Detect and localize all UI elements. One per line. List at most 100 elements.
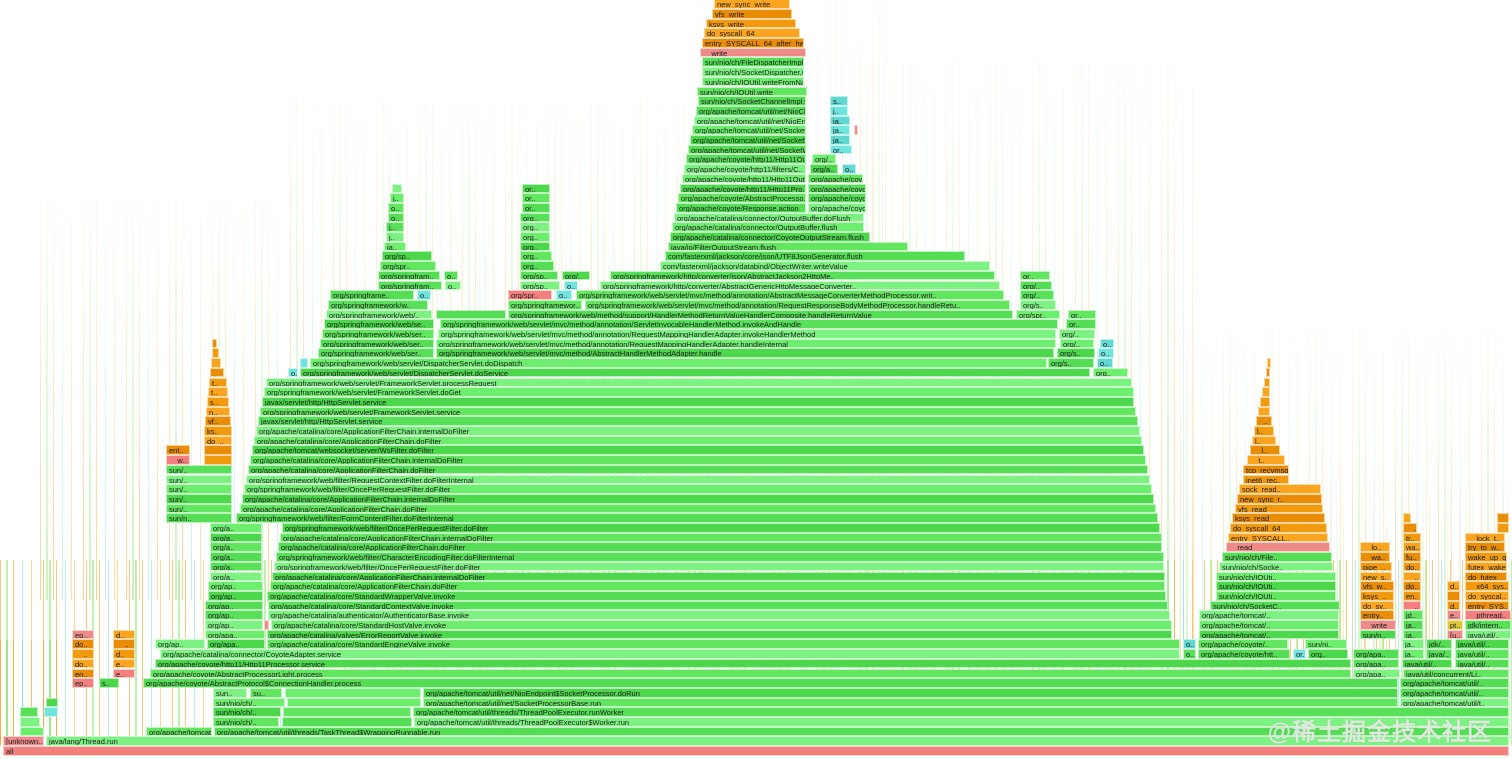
flame-frame[interactable]: org.. — [520, 241, 550, 252]
flame-frame[interactable]: tcp_recvmsg — [1243, 464, 1289, 475]
flame-frame[interactable]: org/.. — [562, 270, 590, 281]
flame-frame[interactable]: sun/nio/ch/IOUtil.writeFromNati.. — [702, 76, 804, 87]
flame-frame[interactable]: ep.. — [72, 678, 94, 688]
flame-frame[interactable]: org/apache/tomcat/util/net/NioEndpoint$S… — [423, 687, 1398, 698]
flame-frame[interactable]: org/apache/tomcat/util/t.. — [1400, 697, 1509, 708]
flame-frame[interactable]: java/util/.. — [1465, 629, 1511, 640]
flame-frame[interactable]: n.. — [206, 406, 230, 417]
flame-frame[interactable]: org/apache/coyote/AbstractProtocol$Conne… — [143, 678, 1398, 688]
flame-frame[interactable]: ja.. — [1403, 629, 1423, 640]
flame-frame[interactable]: sun/.. — [166, 493, 232, 504]
flame-frame[interactable]: java/.. — [1426, 649, 1452, 659]
flame-frame[interactable]: org/apache/catalina/core/StandardWrapper… — [267, 590, 1166, 601]
flame-frame[interactable]: ksys_.. — [1360, 590, 1394, 601]
flame-frame[interactable]: sun/ni.. — [1305, 639, 1347, 650]
flame-frame[interactable] — [392, 183, 402, 194]
flame-frame[interactable]: org/springframework/web/servlet/Dispatch… — [300, 367, 1090, 378]
flame-frame[interactable]: org/apa.. — [207, 639, 265, 650]
flame-frame[interactable]: l.. — [1254, 426, 1274, 436]
flame-frame[interactable]: sun.. — [213, 687, 247, 698]
flame-frame[interactable]: org/apache/tomcat/util/net/NioEnd.. — [694, 115, 806, 126]
flame-frame[interactable]: org/apache/catalina/connector/OutputBuff… — [672, 222, 864, 232]
flame-frame[interactable]: wake_up_q — [1465, 552, 1507, 562]
flame-frame[interactable]: o.. — [388, 212, 404, 223]
flame-frame[interactable]: __.. — [1447, 590, 1460, 601]
flame-frame[interactable]: j.. — [386, 232, 404, 242]
flame-frame[interactable]: com/fasterxml/jackson/core/json/UTF8Json… — [665, 251, 965, 262]
flame-frame[interactable]: org/sp.. — [520, 270, 558, 281]
flame-frame[interactable]: s.. — [830, 96, 848, 106]
flame-frame[interactable]: org/springframework/web/method/support/H… — [508, 309, 1013, 320]
flame-frame[interactable]: sun/nio/ch/File.. — [1222, 552, 1332, 562]
flame-frame[interactable] — [1403, 513, 1411, 523]
flame-frame[interactable]: sun/nio/ch/IOUti.. — [1216, 590, 1336, 601]
flame-frame[interactable]: en.. — [72, 668, 94, 679]
flame-frame[interactable]: org/.. — [1060, 338, 1094, 349]
flame-frame[interactable]: [unknown.. — [3, 736, 44, 747]
flame-frame[interactable]: do.. — [1403, 581, 1421, 591]
flame-frame[interactable]: o.. — [417, 290, 431, 300]
flame-frame[interactable]: sun/nio/ch/IOUtil.write — [697, 86, 807, 97]
flame-frame[interactable]: org/apache/coyo.. — [808, 193, 866, 203]
flame-frame[interactable]: org/springframework/web/servlet/mvc/meth… — [576, 290, 1004, 300]
flame-frame[interactable]: org/springframework/web/filter/Character… — [276, 552, 1164, 562]
flame-frame[interactable]: vfs_w.. — [1360, 581, 1394, 591]
flame-frame[interactable]: sun/nio/ch/.. — [213, 697, 285, 708]
flame-frame[interactable]: entry_SYSCALL.. — [1228, 532, 1328, 543]
flame-frame[interactable]: org/springframework/web/servlet/mvc/meth… — [436, 338, 1056, 349]
flame-frame[interactable]: org/springframework/web/servlet/mvc/meth… — [438, 329, 1056, 339]
flame-frame[interactable]: org/apache/catalina/core/ApplicationFilt… — [270, 581, 1165, 591]
flame-frame[interactable]: org/a.. — [810, 164, 838, 174]
flame-frame[interactable]: org/apache/tomcat/websocket/server/WsFil… — [252, 445, 1144, 456]
flame-frame[interactable]: __wa.. — [1360, 552, 1390, 562]
flame-frame[interactable]: pt.. — [1447, 620, 1463, 630]
flame-frame[interactable]: j.. — [830, 105, 848, 116]
flame-frame[interactable]: java/util/.. — [1455, 639, 1509, 650]
flame-frame[interactable] — [287, 697, 421, 708]
flame-frame[interactable]: org/apache/tomcat/util/net/Socket.. — [692, 125, 806, 135]
flame-frame[interactable] — [300, 358, 308, 368]
flame-frame[interactable]: org/ap.. — [205, 600, 263, 611]
flame-frame[interactable]: org/apache/catalina/core/ApplicationFilt… — [242, 493, 1154, 504]
flame-frame[interactable]: e.. — [113, 658, 135, 669]
flame-frame[interactable]: org/apache/coyote/http11/Http11Processor… — [155, 658, 1351, 669]
flame-frame[interactable]: org/apache/catalina/connector/CoyoteOutp… — [670, 232, 870, 242]
flame-frame[interactable]: or.. — [1293, 649, 1306, 659]
flame-frame[interactable]: org/apache/coyote/AbstractProcessorLight… — [150, 668, 1351, 679]
flame-frame[interactable]: org/apa.. — [1353, 658, 1399, 669]
flame-frame[interactable]: org/apache/coyote/http11/Http11Out.. — [682, 173, 806, 184]
flame-frame[interactable]: o.. — [288, 367, 298, 378]
flame-frame[interactable]: org/apache/catalina/core/StandardContext… — [268, 600, 1168, 611]
flame-frame[interactable] — [44, 707, 58, 717]
flame-frame[interactable]: __lock_t.. — [1465, 532, 1505, 543]
flame-frame[interactable]: e.. — [113, 668, 135, 679]
flame-frame[interactable]: org/.. — [812, 154, 836, 165]
flame-frame[interactable]: org/apache/coyote/.. — [1198, 639, 1288, 650]
flame-frame[interactable]: new_sync_write — [714, 0, 790, 9]
flame-frame[interactable]: __.. — [1403, 600, 1421, 611]
flame-frame[interactable]: org/springframework/web/servlet/Framewor… — [266, 377, 1132, 388]
flame-frame[interactable]: ja.. — [830, 115, 850, 126]
flame-frame[interactable]: org/apache/tomcat/util/.. — [1400, 687, 1509, 698]
flame-frame[interactable]: o.. — [1183, 649, 1196, 659]
flame-frame[interactable]: entry.. — [1360, 610, 1394, 620]
flame-frame[interactable]: ksys_read — [1232, 513, 1325, 523]
flame-frame[interactable]: try_to_w.. — [1465, 542, 1505, 553]
flame-frame[interactable]: org/apache/catalina/core/ApplicationFilt… — [280, 532, 1162, 543]
flame-frame[interactable] — [1260, 396, 1270, 407]
flame-frame[interactable] — [1497, 513, 1509, 523]
flame-frame[interactable]: j.. — [386, 222, 404, 232]
flame-frame[interactable]: org/springframework/web/filter/FormConte… — [236, 513, 1158, 523]
flame-frame[interactable]: org/apache/coyote/Response.action — [676, 202, 806, 213]
flame-frame[interactable]: or.. — [1068, 309, 1096, 320]
flame-frame[interactable]: t.. — [208, 387, 228, 397]
flame-frame[interactable]: or.. — [1066, 319, 1096, 329]
flame-frame[interactable]: ep.. — [72, 629, 94, 640]
flame-frame[interactable]: org/apache/catalina/valves/ErrorReportVa… — [267, 629, 1172, 640]
flame-frame[interactable]: sun/nio/ch/SocketC.. — [1210, 600, 1340, 611]
flame-frame[interactable]: o.. — [388, 202, 404, 213]
flame-frame[interactable]: org/ap.. — [155, 639, 205, 650]
flame-frame[interactable] — [1262, 387, 1270, 397]
flame-frame[interactable]: __write — [1360, 620, 1396, 630]
flame-frame[interactable]: org/spr.. — [508, 290, 552, 300]
